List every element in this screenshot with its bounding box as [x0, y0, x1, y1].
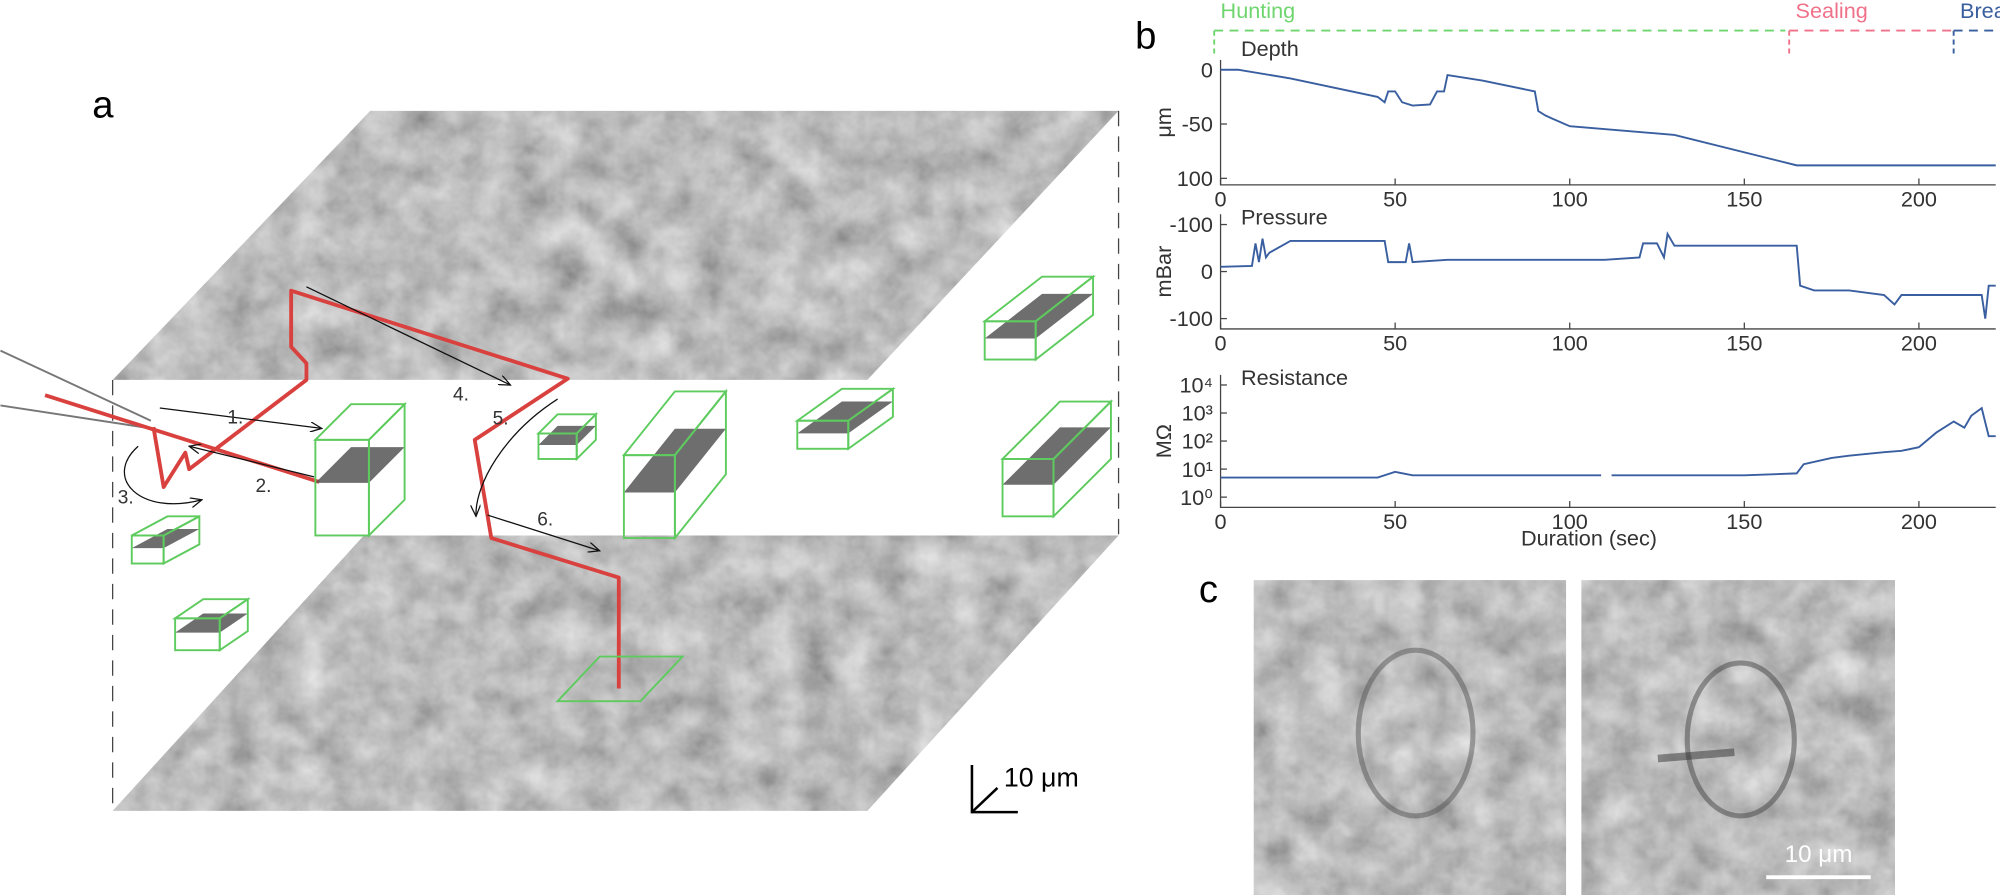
y-tick-label: 100: [1177, 166, 1213, 191]
x-axis-label: Duration (sec): [1521, 526, 1657, 551]
arrow: [159, 407, 322, 428]
box-side: [1034, 274, 1095, 362]
path-line: [151, 288, 621, 689]
y-tick-label: 10⁰: [1180, 485, 1213, 510]
chart-title: Pressure: [1241, 204, 1328, 229]
x-tick-label: 150: [1726, 187, 1762, 212]
panel-label: a: [92, 83, 114, 126]
x-tick-label: 200: [1901, 331, 1937, 356]
phase-label: Break-in: [1960, 0, 2000, 23]
x-tick-label: 200: [1901, 187, 1937, 212]
y-axis-label: MΩ: [1151, 424, 1176, 458]
phase-label: Hunting: [1221, 0, 1296, 23]
box-side: [575, 412, 597, 462]
step-label: 1.: [227, 407, 243, 428]
x-tick-label: 150: [1726, 509, 1762, 534]
axis: [1219, 214, 1996, 330]
y-tick-label: 10²: [1182, 429, 1213, 454]
y-tick-label: -100: [1170, 212, 1213, 237]
pipette: [0, 404, 152, 430]
step-label: 5.: [493, 409, 509, 430]
box-side: [367, 401, 406, 538]
scale-label: 10 μm: [1004, 763, 1079, 793]
chart-title: Resistance: [1241, 365, 1348, 390]
box-side: [673, 388, 727, 541]
chart-title: Depth: [1241, 36, 1299, 61]
box-top: [313, 403, 407, 441]
phase-label: Sealing: [1796, 0, 1868, 23]
x-tick-label: 50: [1383, 331, 1407, 356]
x-tick-label: 0: [1215, 187, 1227, 212]
box-side: [1052, 399, 1112, 519]
axis: [1219, 374, 1996, 509]
box-side: [218, 597, 249, 653]
y-tick-label: -50: [1182, 112, 1213, 137]
step-label: 2.: [255, 476, 271, 497]
y-axis-label: mBar: [1151, 246, 1176, 298]
arrow: [487, 514, 599, 551]
path-line: [44, 393, 320, 484]
step-label: 3.: [118, 488, 134, 509]
y-tick-label: 10¹: [1182, 457, 1213, 482]
y-axis-label: μm: [1151, 107, 1176, 138]
target: [555, 655, 685, 703]
arrow: [189, 446, 315, 478]
cell: [1355, 647, 1476, 819]
x-tick-label: 100: [1552, 331, 1588, 356]
arrow: [123, 445, 201, 504]
panel-c: c 10 μm: [1199, 568, 1895, 895]
y-tick-label: -100: [1170, 306, 1213, 331]
panel-label: c: [1199, 568, 1218, 611]
slice: [984, 293, 1094, 339]
x-tick-label: 50: [1383, 509, 1407, 534]
pipette: [0, 349, 152, 422]
cell-image: [1581, 580, 1895, 895]
panel-b: b HuntingSealingBreak-inDepthμm0-5010005…: [1135, 0, 2000, 551]
cell-image: [1253, 580, 1567, 895]
slice: [797, 401, 893, 434]
x-tick-label: 100: [1552, 509, 1588, 534]
x-tick-label: 0: [1215, 509, 1227, 534]
data-line: [1220, 406, 1996, 479]
scale-bar: [971, 786, 999, 814]
arrow: [476, 398, 558, 516]
bottom-image: [112, 535, 1119, 811]
box-side: [847, 386, 894, 451]
y-tick-label: 0: [1201, 57, 1213, 82]
data-line: [1220, 231, 1996, 319]
panel-a: a 1. 2. 3. 4. 5. 6. 10 μm: [0, 83, 1120, 814]
slice: [538, 425, 596, 445]
data-line: [1220, 68, 1996, 167]
step-label: 6.: [537, 509, 553, 530]
x-tick-label: 200: [1901, 509, 1937, 534]
step-label: 4.: [453, 384, 469, 405]
scale-label: 10 μm: [1785, 841, 1853, 868]
y-tick-label: 0: [1201, 259, 1213, 284]
arrows: [123, 286, 599, 551]
steps: 1. 2. 3. 4. 5. 6.: [118, 384, 553, 530]
y-tick-label: 10⁴: [1180, 373, 1213, 398]
box-side: [162, 514, 201, 566]
pipette: [1657, 748, 1735, 763]
slice: [131, 528, 200, 549]
x-tick-label: 50: [1383, 187, 1407, 212]
x-tick-label: 100: [1552, 187, 1588, 212]
x-tick-label: 150: [1726, 331, 1762, 356]
top-image: [112, 110, 1119, 380]
boxes: [130, 274, 1114, 653]
slice: [175, 613, 248, 633]
cell: [1684, 660, 1797, 819]
panel-label: b: [1135, 14, 1156, 57]
slice: [315, 447, 405, 483]
y-tick-label: 10³: [1182, 401, 1213, 426]
arrow: [306, 286, 510, 385]
x-tick-label: 0: [1215, 331, 1227, 356]
